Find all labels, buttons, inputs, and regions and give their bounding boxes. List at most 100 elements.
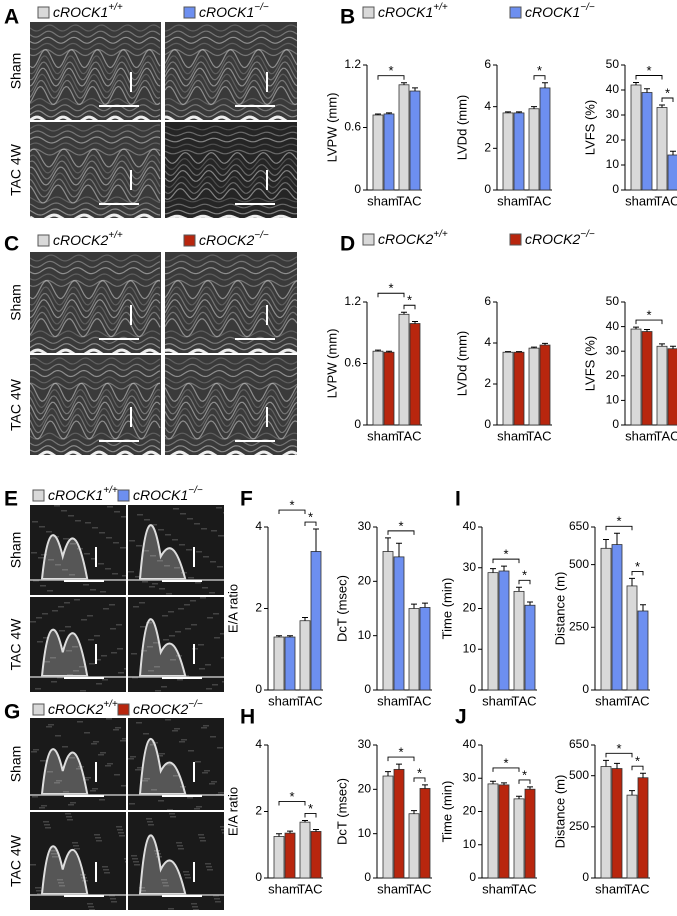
significance-label: *: [503, 547, 508, 562]
doppler-noise: [91, 558, 97, 560]
doppler-noise: [159, 588, 165, 590]
echo-image: [165, 252, 297, 353]
doppler-noise: [96, 840, 102, 842]
echo-trace: [165, 55, 297, 75]
doppler-noise: [40, 760, 46, 762]
panel-letter: A: [4, 6, 19, 29]
doppler-noise: [163, 885, 169, 887]
doppler-noise: [215, 901, 221, 903]
y-tick-label: 0.6: [344, 356, 361, 370]
doppler-noise: [206, 688, 212, 690]
doppler-noise: [146, 818, 152, 820]
x-tick-label: TAC: [526, 428, 551, 443]
doppler-noise: [115, 727, 121, 729]
y-axis-label: LVPW (mm): [324, 93, 339, 163]
significance-bracket: [635, 75, 663, 80]
y-tick-label: 10: [358, 826, 372, 840]
doppler-noise: [169, 635, 175, 637]
doppler-noise: [98, 563, 104, 565]
y-tick-label: 500: [569, 557, 589, 571]
y-axis-label: Distance (m): [552, 775, 567, 849]
significance-label: *: [308, 801, 313, 816]
bar: [273, 836, 285, 879]
y-axis-label: E/A ratio: [225, 584, 240, 633]
y-tick-label: 4: [484, 335, 491, 349]
error-bar: [422, 784, 428, 789]
doppler-noise: [67, 674, 73, 676]
bar: [502, 351, 514, 426]
doppler-noise: [129, 803, 135, 805]
echo-trace: [30, 280, 161, 300]
echo-trace: [165, 176, 297, 189]
y-axis-label: Time (min): [439, 781, 454, 843]
doppler-noise: [83, 779, 89, 781]
bar: [284, 636, 296, 691]
doppler-noise: [40, 585, 46, 587]
doppler-noise: [94, 635, 100, 637]
echo-trace: [30, 311, 161, 331]
bar: [310, 831, 322, 879]
doppler-noise: [73, 845, 79, 847]
doppler-noise: [222, 832, 224, 834]
doppler-noise: [167, 809, 173, 810]
echo-trace: [30, 148, 161, 168]
echo-trace: [30, 124, 161, 132]
doppler-noise: [135, 576, 141, 578]
doppler-noise: [54, 505, 60, 507]
doppler-noise: [184, 874, 190, 876]
echo-trace: [165, 389, 297, 409]
doppler-noise: [113, 542, 119, 544]
bar: [408, 813, 420, 879]
error-bar: [287, 635, 293, 638]
doppler-noise: [218, 535, 224, 537]
error-bar: [505, 351, 511, 353]
bar: [382, 551, 394, 691]
significance-label: *: [398, 745, 403, 760]
doppler-noise: [44, 824, 50, 826]
doppler-noise: [110, 628, 116, 630]
doppler-noise: [143, 733, 149, 735]
significance-bracket: [377, 292, 405, 298]
bar: [630, 328, 642, 426]
doppler-noise: [173, 508, 179, 510]
error-bar: [629, 790, 635, 796]
doppler-noise: [103, 869, 109, 871]
y-tick-label: 30: [463, 770, 477, 784]
doppler-noise: [169, 813, 175, 815]
echo-trace: [165, 348, 297, 353]
legend-swatch: [117, 703, 130, 716]
doppler-image: [30, 718, 126, 810]
echo-trace: [165, 164, 297, 177]
echo-image: [30, 22, 161, 120]
x-tick-label: sham: [367, 193, 399, 208]
doppler-noise: [35, 887, 41, 889]
row-label: TAC 4W: [8, 834, 24, 887]
doppler-noise: [151, 524, 157, 526]
doppler-noise: [205, 863, 211, 865]
doppler-envelope: [138, 738, 187, 795]
doppler-noise: [31, 751, 37, 753]
panel-letter: J: [455, 706, 467, 729]
echo-trace: [30, 24, 161, 32]
doppler-noise: [168, 611, 174, 613]
y-tick-label: 50: [606, 294, 620, 308]
echo-trace: [30, 115, 160, 120]
error-bar: [527, 601, 533, 606]
doppler-noise: [212, 684, 218, 686]
x-tick-label: sham: [625, 428, 657, 443]
doppler-noise: [223, 512, 224, 514]
significance-bracket: [518, 779, 531, 784]
significance-label: *: [289, 497, 294, 512]
doppler-noise: [133, 606, 139, 608]
doppler-noise: [74, 848, 80, 850]
y-tick-label: 0: [354, 182, 361, 196]
y-tick-label: 0: [255, 682, 262, 696]
echo-trace: [165, 97, 297, 106]
echo-trace: [30, 196, 161, 204]
echo-trace: [165, 286, 297, 306]
significance-label: *: [522, 568, 527, 583]
significance-bracket: [413, 777, 426, 782]
doppler-noise: [132, 858, 138, 860]
doppler-noise: [43, 637, 49, 639]
error-bar: [516, 351, 522, 353]
